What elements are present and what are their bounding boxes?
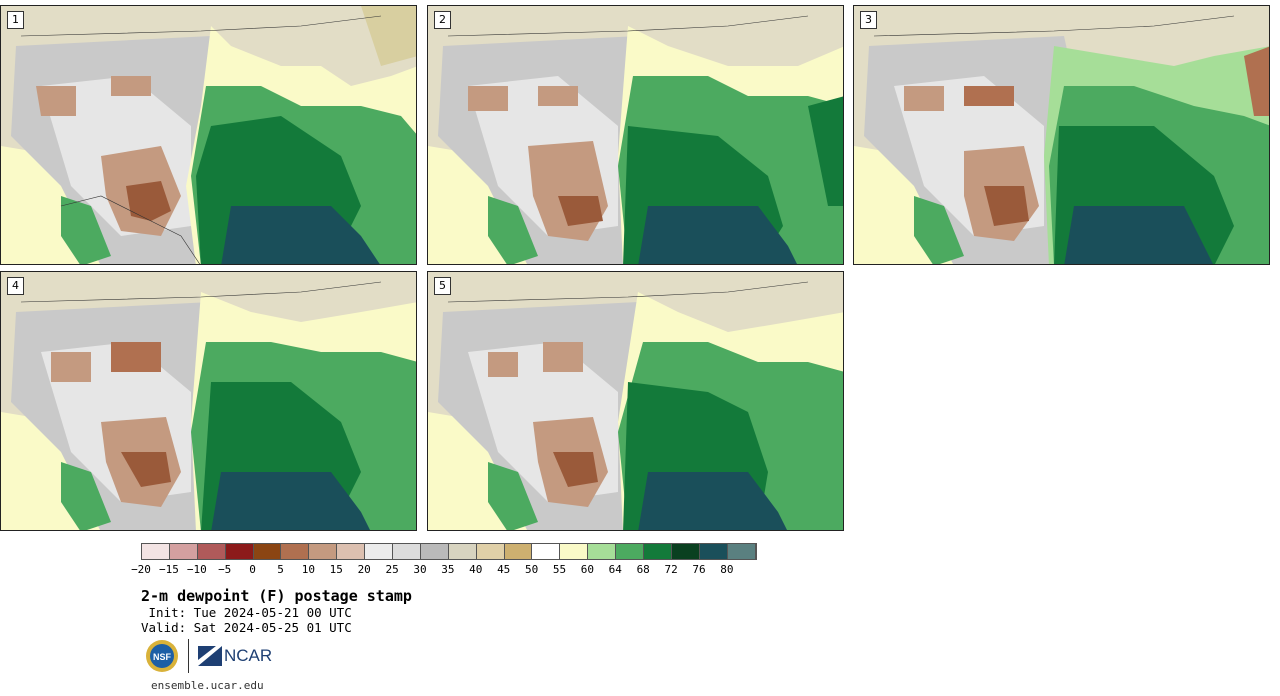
colorbar-tick-labels: −20 −15 −10 −5 0 5 10 15 20 25 30 35 40 45 50 55 60 64 68 7… — [131, 563, 757, 577]
colorbar-swatch — [169, 544, 198, 559]
colorbar-swatch — [253, 544, 282, 559]
site-url: ensemble.ucar.edu — [151, 679, 264, 692]
colorbar — [141, 543, 757, 560]
map-panel-3: 3 — [853, 5, 1270, 265]
map-panel-5: 5 — [427, 271, 844, 531]
colorbar-tick-label: 64 — [608, 563, 622, 576]
colorbar-swatch — [337, 544, 366, 559]
dewpoint-map-3 — [854, 6, 1269, 264]
map-panel-2: 2 — [427, 5, 844, 265]
colorbar-swatch — [225, 544, 254, 559]
ncar-logo-mark — [198, 646, 222, 666]
colorbar-tick-label: −10 — [186, 563, 207, 576]
colorbar-tick-label: 35 — [441, 563, 455, 576]
colorbar-tick-label: 55 — [552, 563, 567, 576]
colorbar-tick-label: 68 — [636, 563, 650, 576]
colorbar-swatch — [365, 544, 394, 559]
logo-row: NSF NCAR — [145, 638, 272, 674]
colorbar-tick-label: 50 — [524, 563, 539, 576]
dewpoint-map-4 — [1, 272, 416, 530]
valid-time: Valid: Sat 2024-05-25 01 UTC — [141, 620, 352, 635]
colorbar-tick-label: 40 — [469, 563, 483, 576]
colorbar-tick-label: 25 — [385, 563, 399, 576]
colorbar-swatch — [671, 544, 700, 559]
colorbar-swatch — [644, 544, 672, 559]
member-label: 1 — [7, 11, 24, 29]
map-panel-4: 4 — [0, 271, 417, 531]
member-label: 3 — [860, 11, 877, 29]
colorbar-swatch — [504, 544, 533, 559]
ncar-logo-text: NCAR — [224, 646, 273, 665]
colorbar-swatch — [197, 544, 226, 559]
dewpoint-map-5 — [428, 272, 843, 530]
colorbar-tick-label: 45 — [497, 563, 511, 576]
colorbar-tick-label: 76 — [692, 563, 706, 576]
colorbar-swatch — [727, 544, 756, 559]
colorbar-swatch — [420, 544, 449, 559]
colorbar-swatch — [588, 544, 617, 559]
colorbar-tick-label: 80 — [720, 563, 734, 576]
map-panel-1: 1 — [0, 5, 417, 265]
colorbar-swatch — [393, 544, 421, 559]
colorbar-swatch — [560, 544, 589, 559]
colorbar-swatch — [699, 544, 728, 559]
nsf-logo-text: NSF — [153, 652, 172, 662]
colorbar-tick-label: 0 — [249, 563, 256, 576]
colorbar-tick-label: 30 — [413, 563, 427, 576]
colorbar-swatch — [142, 544, 170, 559]
colorbar-swatch — [309, 544, 338, 559]
colorbar-tick-label: −15 — [158, 563, 179, 576]
dewpoint-map-2 — [428, 6, 843, 264]
colorbar-tick-label: 5 — [277, 563, 284, 576]
colorbar-swatch — [532, 544, 561, 559]
logo-divider — [188, 639, 189, 673]
colorbar-tick-label: 72 — [664, 563, 678, 576]
colorbar-tick-label: −20 — [131, 563, 151, 576]
colorbar-swatch — [448, 544, 477, 559]
colorbar-tick-label: −5 — [218, 563, 232, 576]
member-label: 4 — [7, 277, 24, 295]
colorbar-tick-label: 60 — [580, 563, 595, 576]
member-label: 5 — [434, 277, 451, 295]
colorbar-swatch — [281, 544, 310, 559]
colorbar-swatch — [476, 544, 505, 559]
colorbar-tick-label: 20 — [357, 563, 371, 576]
colorbar-tick-label: 10 — [301, 563, 316, 576]
colorbar-tick-label: 15 — [329, 563, 343, 576]
dewpoint-map-1 — [1, 6, 416, 264]
init-time: Init: Tue 2024-05-21 00 UTC — [141, 605, 352, 620]
nsf-logo: NSF — [146, 640, 178, 672]
member-label: 2 — [434, 11, 451, 29]
plot-title: 2-m dewpoint (F) postage stamp — [141, 587, 412, 605]
colorbar-swatch — [616, 544, 645, 559]
